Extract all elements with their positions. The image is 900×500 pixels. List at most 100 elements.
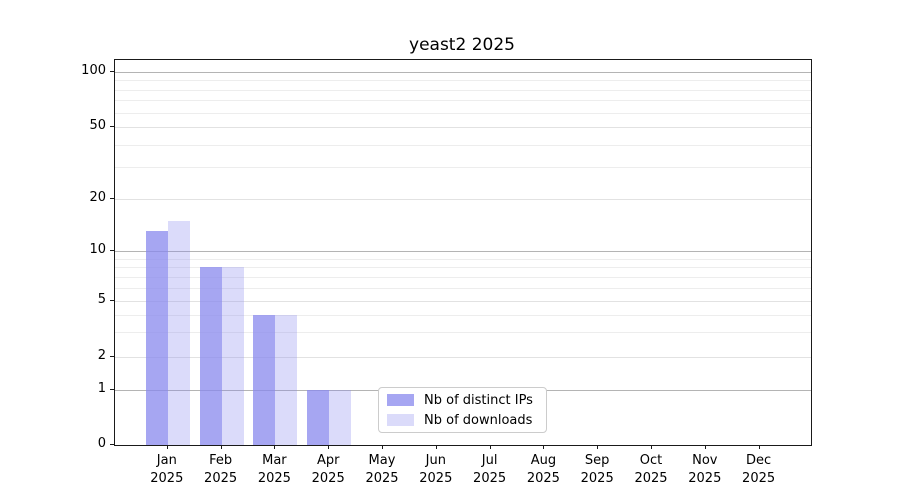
x-tick-mark-aug (543, 445, 545, 449)
x-tick-month-aug: Aug (530, 453, 557, 468)
x-tick-year-feb: 2025 (204, 470, 238, 486)
y-minor-gridline-40 (115, 144, 811, 146)
y-gridline-50 (115, 127, 811, 128)
legend-label-distinct-ips: Nb of distinct IPs (424, 392, 533, 408)
x-tick-label-mar: Mar 2025 (244, 452, 304, 487)
x-tick-month-sep: Sep (584, 453, 610, 468)
y-minor-gridline-3 (115, 332, 811, 334)
x-tick-mark-may (382, 445, 383, 449)
x-tick-mark-jun (435, 445, 437, 449)
x-tick-mark-jan (166, 445, 168, 449)
y-gridline-20 (115, 199, 811, 200)
y-tick-mark-50 (110, 126, 114, 127)
y-tick-label-1: 1 (97, 381, 106, 396)
x-tick-month-may: May (368, 453, 396, 468)
x-tick-year-oct: 2025 (634, 470, 668, 486)
x-tick-month-apr: Apr (316, 453, 340, 468)
y-tick-mark-1 (110, 389, 114, 390)
x-tick-year-aug: 2025 (526, 470, 560, 486)
y-minor-gridline-60 (115, 112, 811, 114)
legend-swatch-downloads (387, 414, 414, 426)
x-tick-year-sep: 2025 (580, 470, 614, 486)
y-gridline-100 (115, 72, 811, 73)
legend-swatch-distinct-ips (387, 394, 414, 406)
chart-title: yeast2 2025 (409, 35, 515, 55)
bar-jan-distinct-ips (145, 231, 168, 445)
x-tick-month-feb: Feb (209, 453, 233, 468)
y-minor-gridline-9 (115, 258, 811, 260)
y-minor-gridline-30 (115, 167, 811, 169)
x-tick-mark-mar (274, 445, 276, 449)
bar-mar-downloads (275, 314, 298, 445)
x-tick-mark-sep (597, 445, 599, 449)
legend-label-downloads: Nb of downloads (424, 412, 533, 428)
bar-jan-downloads (167, 220, 190, 445)
y-gridline-5 (115, 301, 811, 302)
x-tick-month-jul: Jul (481, 453, 498, 468)
y-tick-label-10: 10 (89, 242, 106, 257)
x-tick-year-dec: 2025 (742, 470, 776, 486)
y-minor-gridline-6 (115, 287, 811, 289)
x-tick-year-jan: 2025 (150, 470, 184, 486)
bar-feb-downloads (221, 267, 244, 445)
y-tick-mark-100 (110, 71, 114, 72)
y-tick-label-50: 50 (89, 118, 106, 133)
x-tick-label-oct: Oct 2025 (621, 452, 681, 487)
x-tick-label-jun: Jun 2025 (406, 452, 466, 487)
y-minor-gridline-8 (115, 267, 811, 269)
x-tick-label-jan: Jan 2025 (137, 452, 197, 487)
y-gridline-10 (115, 251, 811, 252)
x-tick-label-dec: Dec 2025 (729, 452, 789, 487)
x-tick-month-nov: Nov (692, 453, 718, 468)
x-tick-label-apr: Apr 2025 (298, 452, 358, 487)
y-tick-label-20: 20 (89, 190, 106, 205)
x-tick-mark-feb (220, 445, 222, 449)
x-tick-label-nov: Nov 2025 (675, 452, 735, 487)
y-tick-label-5: 5 (97, 292, 106, 307)
x-tick-label-sep: Sep 2025 (567, 452, 627, 487)
x-tick-mark-apr (328, 445, 330, 449)
y-tick-mark-2 (110, 356, 114, 357)
y-tick-mark-5 (110, 300, 114, 301)
x-tick-month-dec: Dec (746, 453, 772, 468)
x-tick-month-mar: Mar (262, 453, 287, 468)
legend-item-downloads: Nb of downloads (379, 412, 546, 429)
legend: Nb of distinct IPs Nb of downloads (378, 387, 547, 433)
x-tick-month-jun: Jun (425, 453, 446, 468)
x-tick-mark-oct (651, 445, 652, 449)
x-tick-month-jan: Jan (156, 453, 177, 468)
x-tick-month-oct: Oct (639, 453, 663, 468)
x-tick-year-jul: 2025 (473, 470, 507, 486)
y-tick-mark-10 (110, 250, 114, 251)
y-minor-gridline-80 (115, 89, 811, 91)
x-tick-year-apr: 2025 (311, 470, 345, 486)
x-tick-label-may: May 2025 (352, 452, 412, 487)
x-tick-mark-jul (489, 445, 491, 449)
x-tick-year-mar: 2025 (257, 470, 291, 486)
y-tick-mark-0 (110, 444, 114, 445)
bar-apr-downloads (329, 390, 352, 445)
y-tick-label-2: 2 (97, 348, 106, 363)
x-tick-mark-dec (758, 445, 760, 449)
x-tick-label-feb: Feb 2025 (191, 452, 251, 487)
y-tick-mark-20 (110, 198, 114, 199)
y-minor-gridline-70 (115, 100, 811, 102)
y-tick-label-0: 0 (97, 436, 106, 451)
bar-feb-distinct-ips (199, 267, 222, 445)
x-tick-year-may: 2025 (365, 470, 399, 486)
x-tick-year-nov: 2025 (688, 470, 722, 486)
y-minor-gridline-90 (115, 80, 811, 82)
x-tick-year-jun: 2025 (419, 470, 453, 486)
bar-mar-distinct-ips (253, 314, 276, 445)
plot-area (114, 59, 812, 446)
x-tick-label-aug: Aug 2025 (513, 452, 573, 487)
y-minor-gridline-7 (115, 276, 811, 278)
x-tick-mark-nov (704, 445, 706, 449)
x-tick-label-jul: Jul 2025 (460, 452, 520, 487)
bar-apr-distinct-ips (307, 390, 330, 445)
legend-item-distinct-ips: Nb of distinct IPs (379, 392, 546, 409)
y-gridline-2 (115, 357, 811, 358)
y-minor-gridline-4 (115, 314, 811, 316)
y-tick-label-100: 100 (81, 63, 106, 78)
